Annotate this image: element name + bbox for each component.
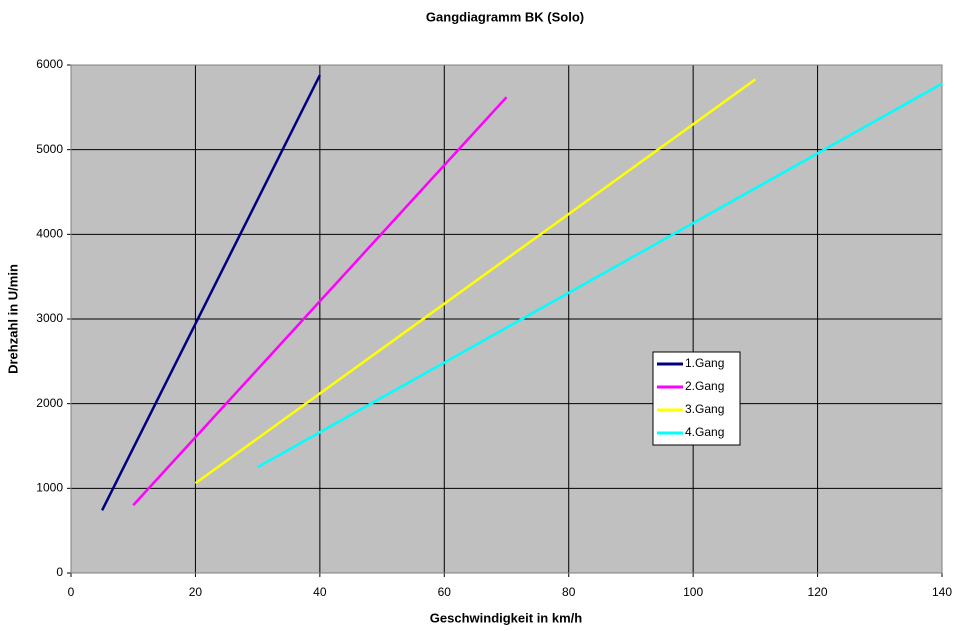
legend-label: 3.Gang	[685, 402, 724, 416]
y-tick-label: 5000	[36, 142, 63, 156]
legend-label: 1.Gang	[685, 356, 724, 370]
line-series	[257, 82, 943, 469]
legend-label: 2.Gang	[685, 379, 724, 393]
y-tick-label: 6000	[36, 57, 63, 71]
y-tick-label: 1000	[36, 481, 63, 495]
plot-border	[70, 64, 943, 574]
legend-label: 4.Gang	[685, 425, 724, 439]
y-axis-label: Drehzahl in U/min	[5, 264, 20, 374]
x-tick-label: 80	[562, 585, 576, 599]
x-tick-label: 120	[808, 585, 828, 599]
line-series	[194, 78, 757, 485]
y-tick-label: 2000	[36, 396, 63, 410]
x-tick-label: 40	[313, 585, 327, 599]
x-tick-label: 0	[68, 585, 75, 599]
x-tick-label: 60	[438, 585, 452, 599]
x-tick-label: 100	[683, 585, 703, 599]
y-tick-label: 0	[56, 565, 63, 579]
line-series	[100, 74, 321, 511]
legend-box	[652, 351, 741, 446]
x-tick-label: 20	[189, 585, 203, 599]
x-tick-label: 140	[932, 585, 952, 599]
line-series	[132, 96, 508, 507]
y-tick-label: 4000	[36, 227, 63, 241]
x-axis-label: Geschwindigkeit in km/h	[430, 610, 582, 625]
y-tick-label: 3000	[36, 311, 63, 325]
chart-title: Gangdiagramm BK (Solo)	[426, 9, 584, 24]
